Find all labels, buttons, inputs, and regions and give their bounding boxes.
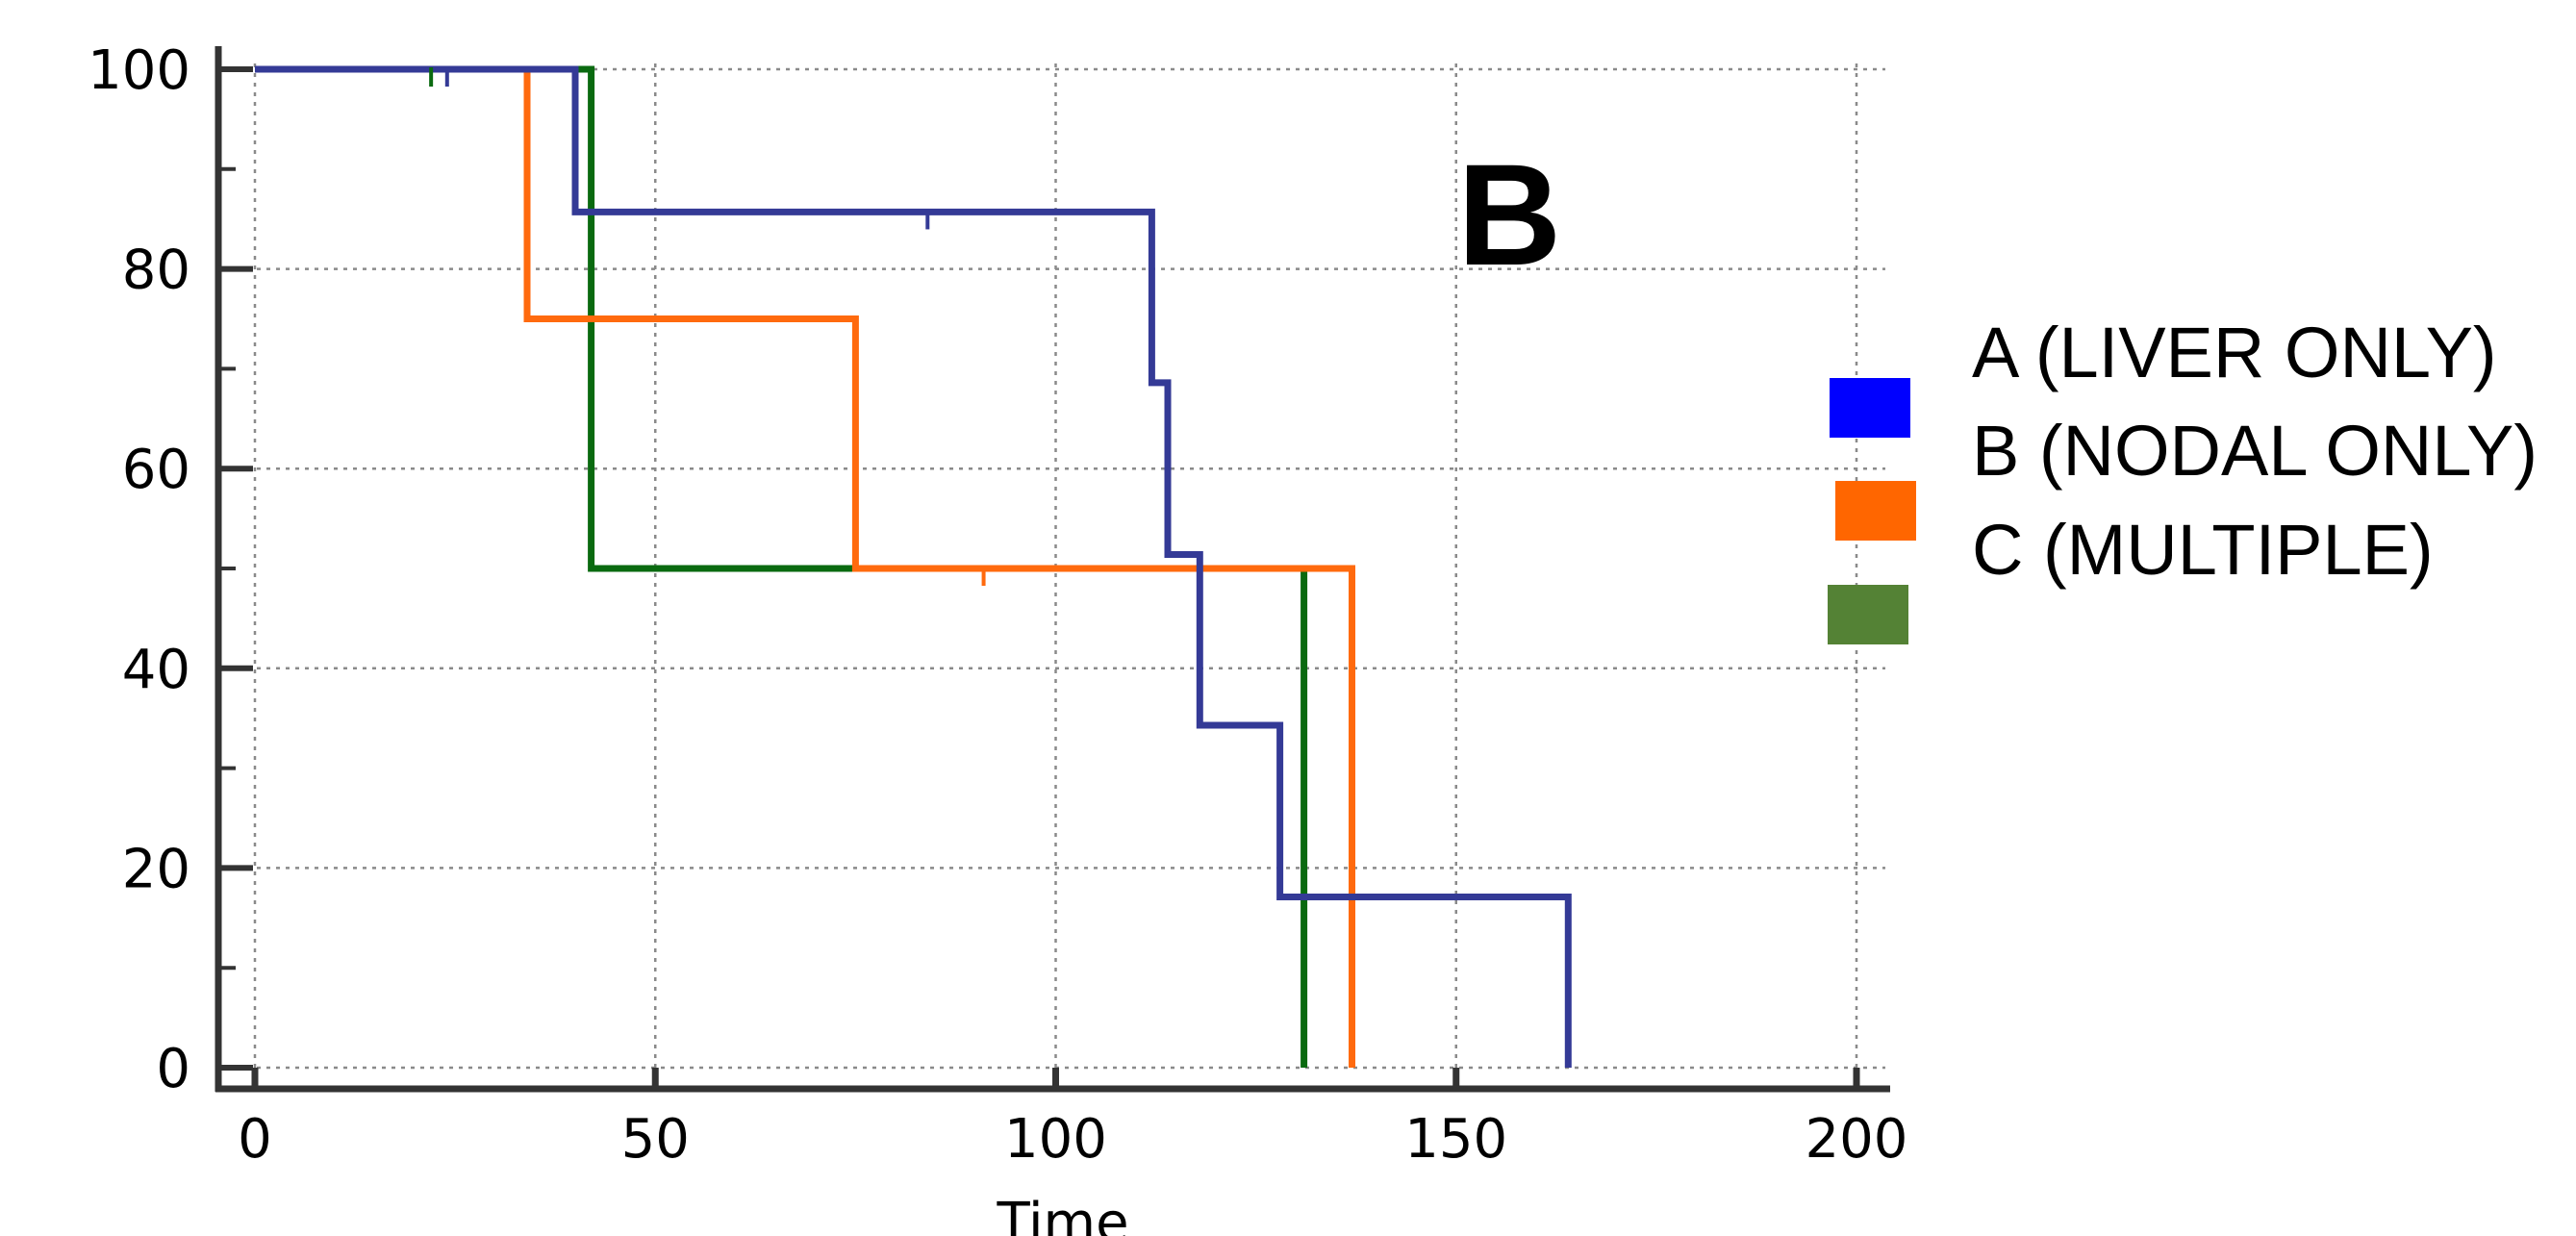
x-tick-label: 150: [1404, 1108, 1507, 1171]
legend: A (LIVER ONLY) B (NODAL ONLY) C (MULTIPLE): [1828, 313, 2538, 644]
y-tick-label: 60: [122, 439, 190, 501]
panel-letter: B: [1457, 134, 1561, 295]
legend-swatch: [1835, 481, 1916, 541]
x-tick-label: 50: [621, 1108, 690, 1171]
legend-label: A (LIVER ONLY): [1972, 313, 2497, 392]
censor-marks: [429, 67, 986, 586]
y-tick-label: 20: [122, 838, 190, 900]
x-tick-label: 200: [1806, 1108, 1908, 1171]
y-tick-label: 40: [122, 639, 190, 701]
y-tick-label: 0: [156, 1038, 190, 1100]
legend-label: C (MULTIPLE): [1972, 510, 2434, 590]
legend-swatch: [1828, 585, 1908, 644]
y-tick-label: 100: [88, 39, 190, 102]
legend-label: B (NODAL ONLY): [1972, 411, 2538, 491]
x-tick-label: 0: [238, 1108, 272, 1171]
axes: 0 20 40 60 80 100 0 50 100 150 200: [88, 39, 1907, 1171]
x-tick-label: 100: [1004, 1108, 1107, 1171]
series-lines: [255, 65, 1572, 1068]
series-line: [255, 65, 1572, 1068]
x-axis-title: Time: [996, 1192, 1128, 1236]
legend-swatch: [1830, 378, 1910, 438]
y-tick-label: 80: [122, 240, 190, 302]
